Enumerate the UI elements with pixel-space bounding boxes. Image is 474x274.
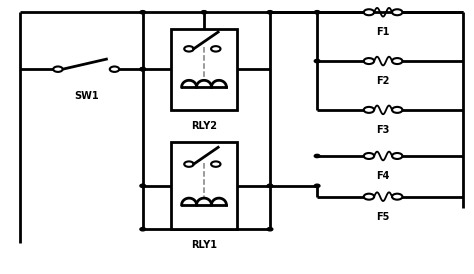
Circle shape — [184, 46, 194, 52]
Circle shape — [364, 9, 374, 15]
Circle shape — [314, 11, 320, 14]
Circle shape — [392, 9, 402, 15]
Circle shape — [364, 107, 374, 113]
Circle shape — [314, 154, 320, 158]
Text: F1: F1 — [376, 27, 390, 37]
Text: F4: F4 — [376, 171, 390, 181]
Circle shape — [392, 194, 402, 200]
Circle shape — [140, 68, 146, 71]
Text: F3: F3 — [376, 125, 390, 135]
Circle shape — [392, 153, 402, 159]
Bar — [171, 28, 237, 110]
Circle shape — [211, 46, 220, 52]
Circle shape — [364, 58, 374, 64]
Circle shape — [201, 11, 207, 14]
Circle shape — [184, 161, 194, 167]
Bar — [171, 142, 237, 229]
Circle shape — [392, 58, 402, 64]
Circle shape — [364, 194, 374, 200]
Text: RLY2: RLY2 — [191, 121, 217, 131]
Text: F2: F2 — [376, 76, 390, 86]
Circle shape — [53, 67, 63, 72]
Text: RLY1: RLY1 — [191, 240, 217, 250]
Text: SW1: SW1 — [74, 91, 99, 101]
Circle shape — [267, 184, 273, 187]
Text: F5: F5 — [376, 212, 390, 222]
Circle shape — [314, 59, 320, 63]
Circle shape — [267, 11, 273, 14]
Circle shape — [314, 184, 320, 187]
Circle shape — [140, 68, 146, 71]
Circle shape — [110, 67, 119, 72]
Circle shape — [267, 228, 273, 231]
Circle shape — [364, 153, 374, 159]
Circle shape — [140, 228, 146, 231]
Circle shape — [140, 11, 146, 14]
Circle shape — [140, 184, 146, 187]
Circle shape — [211, 161, 220, 167]
Circle shape — [392, 107, 402, 113]
